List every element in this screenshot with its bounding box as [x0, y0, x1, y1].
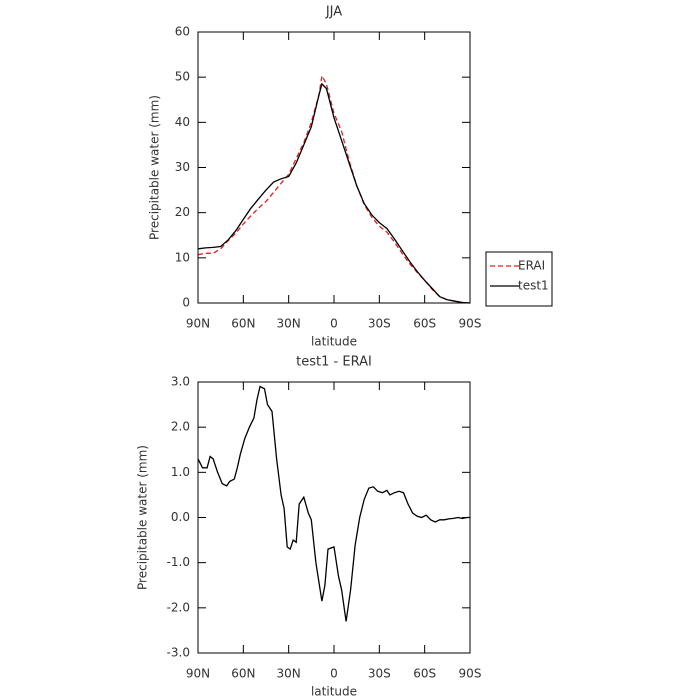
series-line — [197, 73, 471, 304]
x-tick-label: 60S — [413, 317, 436, 331]
y-tick-label: -3.0 — [167, 646, 190, 660]
y-tick-label: -2.0 — [167, 600, 190, 614]
y-tick-label: 60 — [175, 25, 190, 39]
y-tick-label: 20 — [175, 205, 190, 219]
x-tick-label: 30S — [368, 667, 391, 681]
y-tick-label: -1.0 — [167, 555, 190, 569]
x-tick-label: 90N — [186, 667, 210, 681]
legend-box — [485, 251, 553, 307]
x-tick-label: 0 — [330, 667, 338, 681]
series-line — [197, 82, 471, 304]
chart-title: test1 - ERAI — [296, 355, 372, 370]
y-axis-label: Precipitable water (mm) — [148, 95, 162, 240]
x-tick-label: 30N — [277, 317, 301, 331]
x-tick-label: 60N — [231, 667, 255, 681]
x-tick-label: 90S — [459, 317, 482, 331]
x-tick-label: 60N — [231, 317, 255, 331]
plot-frame — [197, 381, 471, 654]
y-axis-label: Precipitable water (mm) — [136, 445, 150, 590]
x-tick-label: 90S — [459, 667, 482, 681]
x-axis-label: latitude — [311, 685, 357, 699]
x-tick-label: 0 — [330, 317, 338, 331]
y-tick-label: 2.0 — [171, 420, 190, 434]
plot-frame — [197, 31, 471, 304]
y-tick-label: 1.0 — [171, 465, 190, 479]
legend-label: ERAI — [518, 259, 545, 273]
x-tick-label: 30N — [277, 667, 301, 681]
series-line — [197, 385, 470, 622]
x-axis-label: latitude — [311, 335, 357, 349]
y-tick-label: 3.0 — [171, 375, 190, 389]
y-tick-label: 0.0 — [171, 510, 190, 524]
y-tick-label: 30 — [175, 160, 190, 174]
x-tick-label: 60S — [413, 667, 436, 681]
y-tick-label: 50 — [175, 70, 190, 84]
legend-label: test1 — [518, 279, 549, 293]
chart-title: JJA — [325, 5, 342, 20]
y-tick-label: 0 — [182, 296, 190, 310]
x-tick-label: 90N — [186, 317, 210, 331]
x-tick-label: 30S — [368, 317, 391, 331]
y-tick-label: 10 — [175, 250, 190, 264]
y-tick-label: 40 — [175, 115, 190, 129]
